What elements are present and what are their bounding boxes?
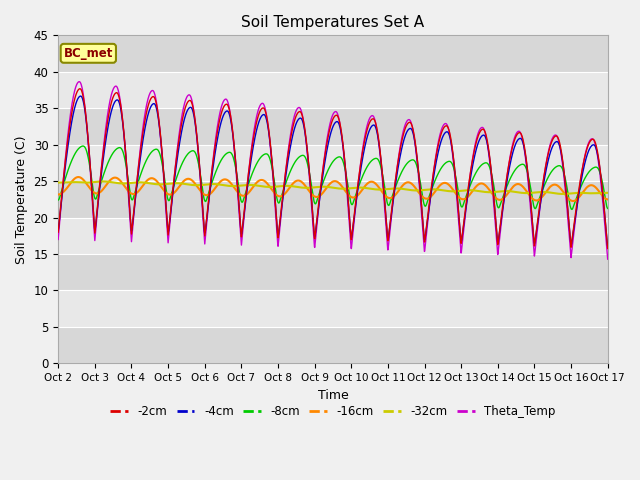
Bar — [58, 327, 608, 363]
Bar — [58, 254, 608, 290]
X-axis label: Time: Time — [317, 389, 348, 402]
Bar — [58, 290, 608, 327]
Title: Soil Temperatures Set A: Soil Temperatures Set A — [241, 15, 424, 30]
Bar — [58, 217, 608, 254]
Y-axis label: Soil Temperature (C): Soil Temperature (C) — [15, 135, 28, 264]
Legend: -2cm, -4cm, -8cm, -16cm, -32cm, Theta_Temp: -2cm, -4cm, -8cm, -16cm, -32cm, Theta_Te… — [106, 401, 560, 423]
Bar — [58, 181, 608, 217]
Bar — [58, 72, 608, 108]
Bar — [58, 36, 608, 72]
Bar — [58, 144, 608, 181]
Bar — [58, 108, 608, 144]
Text: BC_met: BC_met — [63, 47, 113, 60]
Bar — [58, 0, 608, 36]
